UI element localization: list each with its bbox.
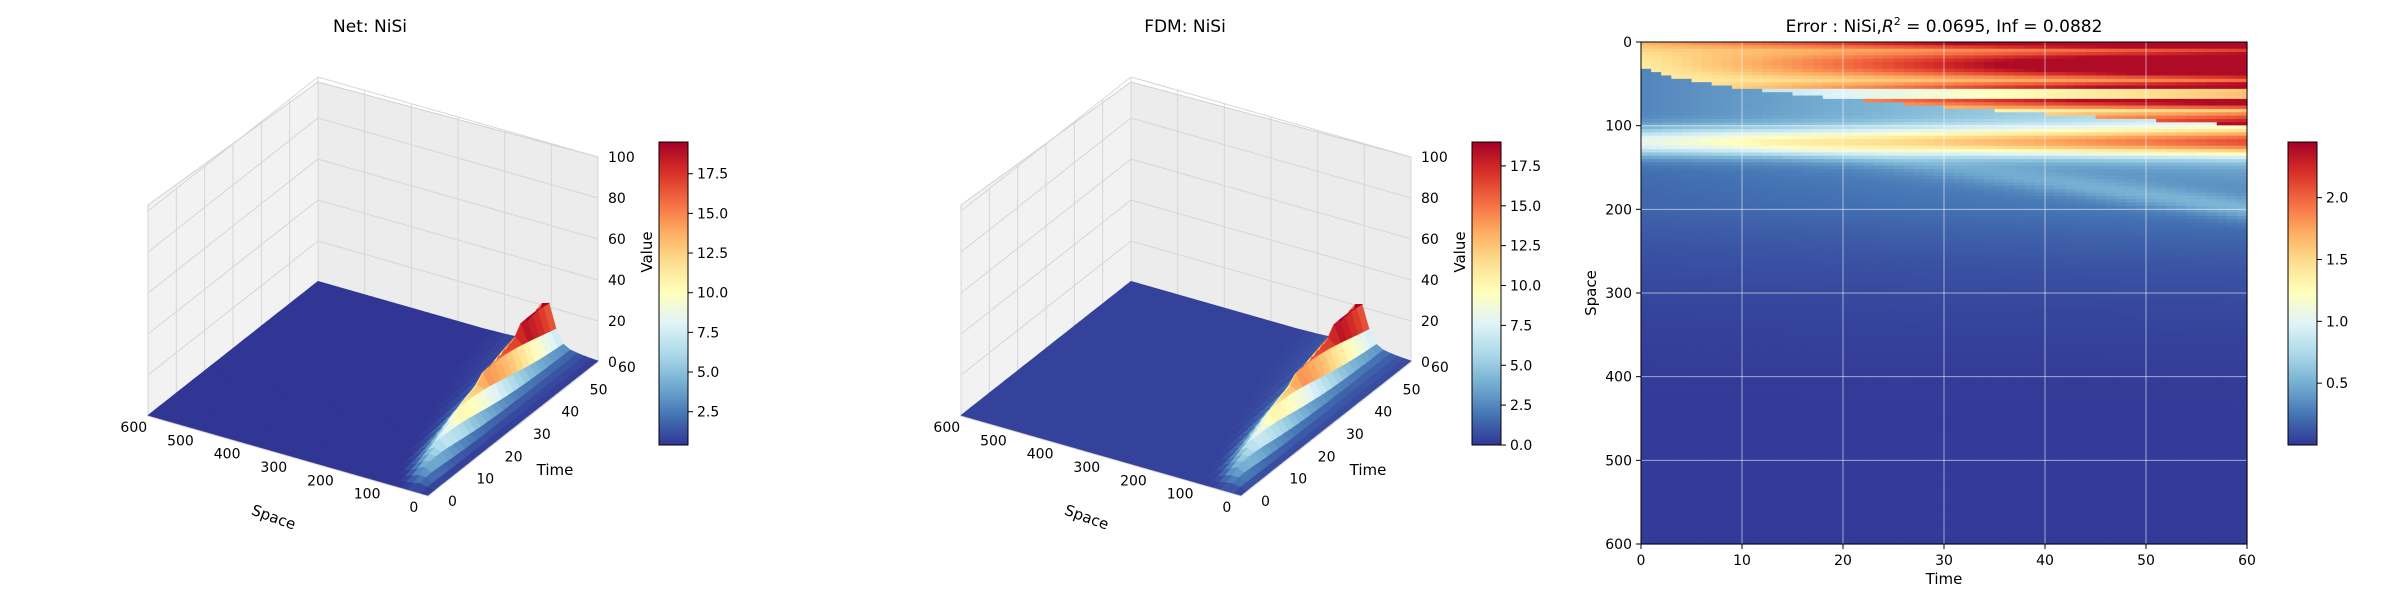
x-tick-label: 100 <box>1167 487 1194 503</box>
colorbar-tick-label: 15.0 <box>1510 199 1541 215</box>
colorbar-tick-label: 5.0 <box>1510 358 1532 374</box>
colorbar-tick-label: 5.0 <box>697 365 719 381</box>
colorbar-tick-label: 0.0 <box>1510 438 1532 454</box>
z-tick-label: 100 <box>608 150 635 166</box>
y-axis-label: Time <box>536 461 574 479</box>
z-ticks: 0 20 40 60 80 100 <box>1421 150 1448 371</box>
y-axis-label: Time <box>1349 461 1387 479</box>
colorbar-body <box>658 141 689 446</box>
z-axis-label: Value <box>1451 231 1469 272</box>
colorbar-body <box>1471 141 1502 446</box>
panel-fdm-title: FDM: NiSi <box>1144 17 1226 37</box>
x-tick-label: 500 <box>980 433 1007 449</box>
y-tick-label: 60 <box>618 360 636 376</box>
y-tick-label: 0 <box>1261 494 1270 510</box>
title-suffix: = 0.0695, Inf = 0.0882 <box>1901 17 2103 37</box>
panel-error-title: Error : NiSi,R2 = 0.0695, Inf = 0.0882 <box>1786 15 2103 37</box>
y-tick-label: 20 <box>1318 449 1336 465</box>
z-tick-label: 40 <box>1421 273 1439 289</box>
colorbar: 2.5 5.0 7.5 10.0 12.5 15.0 17.5 <box>658 141 728 446</box>
z-tick-label: 20 <box>608 314 626 330</box>
y-tick-label: 40 <box>1374 405 1392 421</box>
z-tick-label: 60 <box>1421 232 1439 248</box>
panel-net-axes3d: 0 100 200 300 400 500 600 0 10 20 30 40 50 60 0 20 40 6… <box>120 76 656 534</box>
grid-line-z <box>147 199 599 335</box>
z-tick-label: 20 <box>1421 314 1439 330</box>
y-tick-label: 10 <box>1289 472 1307 488</box>
y-tick-label: 50 <box>1403 382 1421 398</box>
x-tick-label: 400 <box>1027 447 1054 463</box>
x-tick-label: 100 <box>354 487 381 503</box>
x-tick-label: 600 <box>120 420 147 436</box>
y-tick-label: 50 <box>590 382 608 398</box>
y-tick-label: 0 <box>448 494 457 510</box>
x-axis-label: Space <box>1062 501 1111 534</box>
colorbar-tick-label: 10.0 <box>1510 279 1541 295</box>
y-tick-label: 30 <box>1346 427 1364 443</box>
z-tick-label: 100 <box>1421 150 1448 166</box>
y-tick-label: 60 <box>1431 360 1449 376</box>
panel-error: Error : NiSi,R2 = 0.0695, Inf = 0.0882 0… <box>1582 15 2348 588</box>
z-tick-label: 0 <box>608 355 617 371</box>
colorbar-tick-label: 7.5 <box>697 325 719 341</box>
x-tick-label: 500 <box>167 433 194 449</box>
x-tick-label: 600 <box>933 420 960 436</box>
colorbar-tick-label: 12.5 <box>697 246 728 262</box>
y-tick-label: 30 <box>533 427 551 443</box>
x-tick-label: 200 <box>1120 473 1147 489</box>
colorbar-tick-label: 17.5 <box>1510 159 1541 175</box>
colorbar-tick-label: 2.5 <box>697 405 719 421</box>
x-axis-label: Space <box>249 501 298 534</box>
colorbar: 0.0 2.5 5.0 7.5 10.0 12.5 15.0 17.5 <box>1471 141 1541 454</box>
z-ticks: 0 20 40 60 80 100 <box>608 150 635 371</box>
title-r: R <box>1882 17 1894 37</box>
z-tick-label: 40 <box>608 273 626 289</box>
grid-line-z <box>147 240 599 376</box>
z-tick-label: 0 <box>1421 355 1430 371</box>
x-tick-label: 200 <box>307 473 334 489</box>
title-prefix: Error : NiSi, <box>1786 17 1882 37</box>
surface-mesh <box>147 280 599 496</box>
y-tick-label: 20 <box>505 449 523 465</box>
z-tick-label: 60 <box>608 232 626 248</box>
panel-net-title: Net: NiSi <box>333 17 407 37</box>
y-tick-label: 10 <box>476 472 494 488</box>
panel-fdm-axes3d: 0 100 200 300 400 500 600 0 10 20 30 40 50 60 0 20 40 6… <box>933 76 1469 534</box>
colorbar-tick-label: 2.5 <box>1510 398 1532 414</box>
grid-line-z <box>147 117 599 253</box>
colorbar-tick-label: 10.0 <box>697 286 728 302</box>
y-tick-label: 40 <box>561 405 579 421</box>
z-tick-label: 80 <box>1421 191 1439 207</box>
colorbar-tick-label: 7.5 <box>1510 318 1532 334</box>
grid-line-z <box>147 76 599 212</box>
z-tick-label: 80 <box>608 191 626 207</box>
grid-line-z <box>147 158 599 294</box>
x-tick-label: 300 <box>260 460 287 476</box>
colorbar-tick-label: 12.5 <box>1510 239 1541 255</box>
x-tick-label: 300 <box>1073 460 1100 476</box>
x-tick-label: 0 <box>409 500 418 516</box>
colorbar-tick-label: 17.5 <box>697 167 728 183</box>
title-sup: 2 <box>1894 15 1901 28</box>
x-tick-label: 0 <box>1222 500 1231 516</box>
colorbar-tick-label: 15.0 <box>697 206 728 222</box>
x-tick-label: 400 <box>214 447 241 463</box>
z-axis-label: Value <box>638 231 656 272</box>
